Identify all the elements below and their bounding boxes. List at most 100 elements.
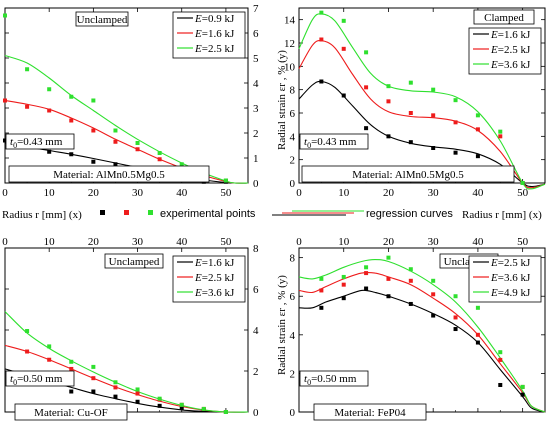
chart-top-right: 0 10 20 30 40 50 0 2 4 6 8 10 12 14 Clamped E=1.6 kJ E=2… <box>284 7 546 199</box>
data-point <box>364 286 369 291</box>
legend-box <box>468 27 542 75</box>
thickness-label: t0=0.43 mm <box>10 136 63 150</box>
data-point <box>364 126 369 131</box>
x-tick-label: 40 <box>176 236 188 248</box>
regression-curve <box>298 40 546 189</box>
data-point <box>319 37 324 42</box>
y-tick-label: 10 <box>284 61 296 73</box>
data-point <box>475 332 480 337</box>
data-point <box>3 13 7 18</box>
y-tick-label: 3 <box>253 103 259 115</box>
x-tick-label: 50 <box>220 187 232 199</box>
data-point <box>91 159 96 164</box>
y-tick-label: 4 <box>253 78 259 90</box>
data-point <box>453 98 458 103</box>
legend-label: E=1.6 kJ <box>194 28 235 40</box>
data-point <box>431 146 436 150</box>
data-point <box>386 276 391 281</box>
data-point <box>408 267 413 272</box>
x-axis-label-right: Radius r [mm] (x) <box>462 209 542 221</box>
material-label: Material: AlMn0.5Mg0.5 <box>352 169 464 181</box>
data-point <box>475 305 480 310</box>
plot-frame <box>298 7 546 184</box>
material-box <box>301 165 515 183</box>
data-point <box>91 98 96 103</box>
x-tick-label: 0 <box>296 236 302 248</box>
material-label: Material: AlMn0.5Mg0.5 <box>53 169 165 181</box>
data-point <box>453 120 458 125</box>
data-point <box>25 349 30 354</box>
data-point <box>431 313 436 318</box>
state-label: Clamped <box>484 12 524 24</box>
data-point <box>25 67 30 72</box>
y-tick-label: 12 <box>284 38 295 50</box>
data-point <box>453 315 458 320</box>
data-point <box>179 162 184 167</box>
x-tick-label: 20 <box>88 187 100 199</box>
x-tick-label: 20 <box>88 236 100 248</box>
state-label: Unclamped <box>109 256 160 268</box>
data-point <box>69 359 74 364</box>
data-point <box>69 366 74 371</box>
material-box <box>313 403 427 421</box>
data-point <box>498 382 503 387</box>
legend-label: E=3.6 kJ <box>194 287 235 299</box>
data-point <box>47 108 52 113</box>
y-tick-label: 1 <box>253 153 259 165</box>
data-point <box>386 99 391 104</box>
data-point <box>319 79 324 84</box>
data-point <box>179 402 184 407</box>
chart-bottom-left: 0 10 20 30 40 50 0 2 4 6 8 Unclamped E=1.6 kJ E=2.5 k… <box>2 236 259 421</box>
data-point <box>113 139 118 144</box>
legend-marker-red <box>124 210 129 215</box>
data-point <box>431 87 436 92</box>
y-tick-label: 0 <box>253 407 259 419</box>
legend-label: E=2.5 kJ <box>490 44 531 56</box>
data-point <box>113 162 118 167</box>
x-tick-label: 0 <box>2 187 8 199</box>
data-point <box>341 18 346 23</box>
y-tick-label: 2 <box>290 155 296 167</box>
y-tick-label: 4 <box>253 325 259 337</box>
y-tick-label: 8 <box>253 243 259 255</box>
thickness-label: t0=0.50 mm <box>304 373 357 387</box>
legend-marker-green <box>148 210 153 215</box>
thickness-box <box>5 370 75 387</box>
data-point <box>364 85 369 90</box>
data-point <box>341 93 346 98</box>
y-tick-label: 0 <box>290 178 296 190</box>
y-tick-label: 6 <box>253 284 259 296</box>
data-point <box>69 118 74 123</box>
data-point <box>341 282 346 287</box>
state-label-box <box>75 11 129 27</box>
data-point <box>135 399 140 404</box>
data-point <box>498 350 503 355</box>
data-point <box>157 151 162 155</box>
legend-label: E=2.5 kJ <box>490 257 531 269</box>
regression-curve <box>298 13 546 190</box>
data-point <box>431 278 436 283</box>
thickness-label: t0=0.43 mm <box>304 136 357 150</box>
x-tick-label: 10 <box>338 187 350 199</box>
y-tick-label: 0 <box>290 407 296 419</box>
data-point <box>3 138 7 143</box>
regression-curve <box>298 289 546 413</box>
x-tick-label: 50 <box>517 236 529 248</box>
data-point <box>453 327 458 332</box>
data-point <box>364 271 369 276</box>
y-axis-label-top: Radial strain εr , % (y) <box>276 50 288 150</box>
data-point <box>364 50 369 55</box>
data-point <box>135 141 140 145</box>
data-point <box>47 357 52 362</box>
chart-top-left: 0 10 20 30 40 50 0 1 2 3 4 5 6 7 Unclamped E=0.9 kJ E=1.… <box>2 3 259 199</box>
data-point <box>47 344 52 349</box>
data-point <box>453 294 458 299</box>
data-point <box>91 376 96 381</box>
x-tick-label: 50 <box>220 236 232 248</box>
legend-box <box>468 255 542 303</box>
y-tick-label: 6 <box>290 108 296 120</box>
data-point <box>319 276 324 281</box>
x-tick-label: 0 <box>2 236 8 248</box>
data-point <box>319 10 324 15</box>
